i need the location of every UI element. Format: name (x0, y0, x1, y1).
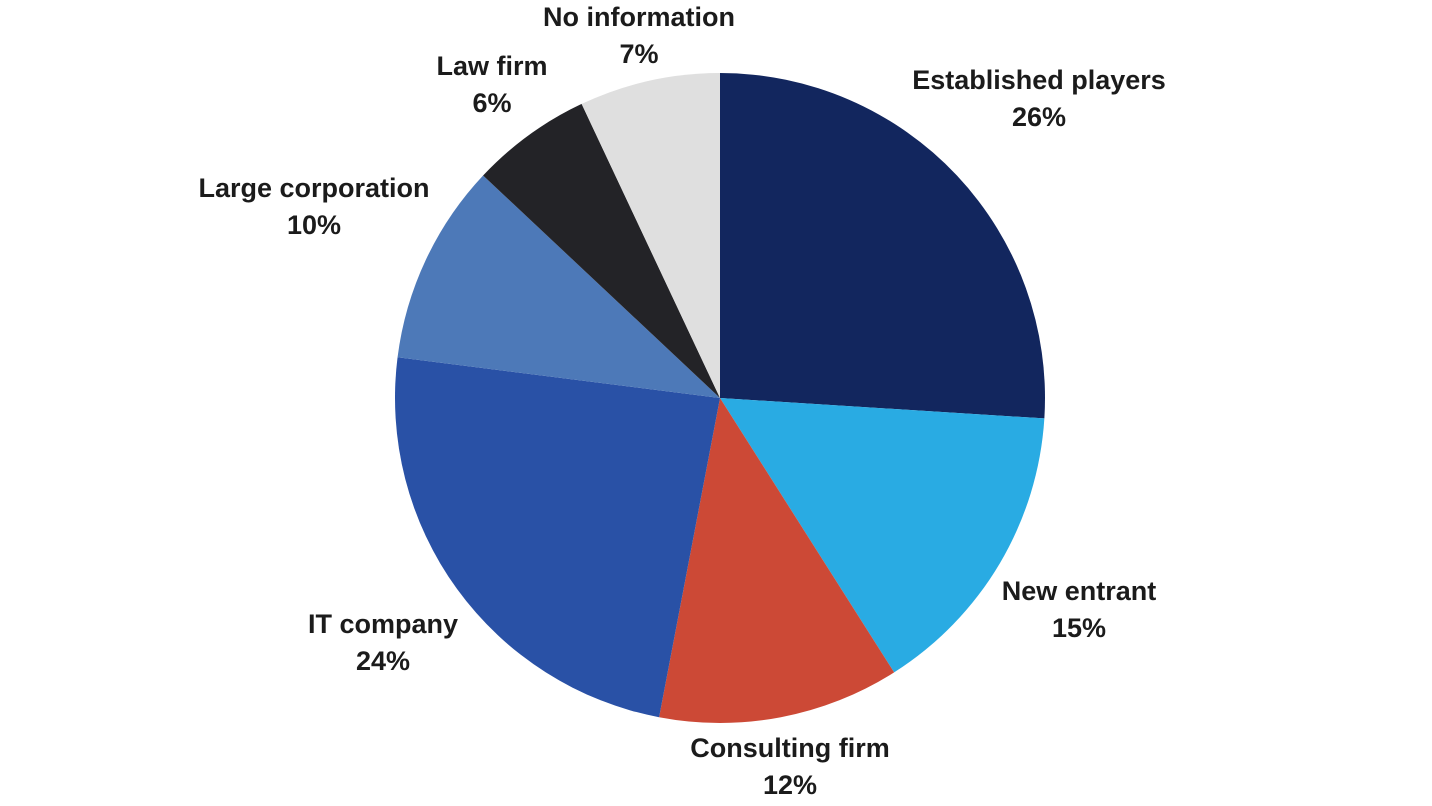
pie-slice-consulting-firm (659, 398, 895, 723)
pie-slice-new-entrant (720, 398, 1045, 673)
pie-slice-no-information (581, 73, 720, 398)
pie-slice-it-company (394, 357, 720, 718)
pie-slice-law-firm (483, 103, 720, 399)
pie-slice-large-corporation (397, 175, 720, 398)
pie-slice-established-players (720, 73, 1046, 419)
